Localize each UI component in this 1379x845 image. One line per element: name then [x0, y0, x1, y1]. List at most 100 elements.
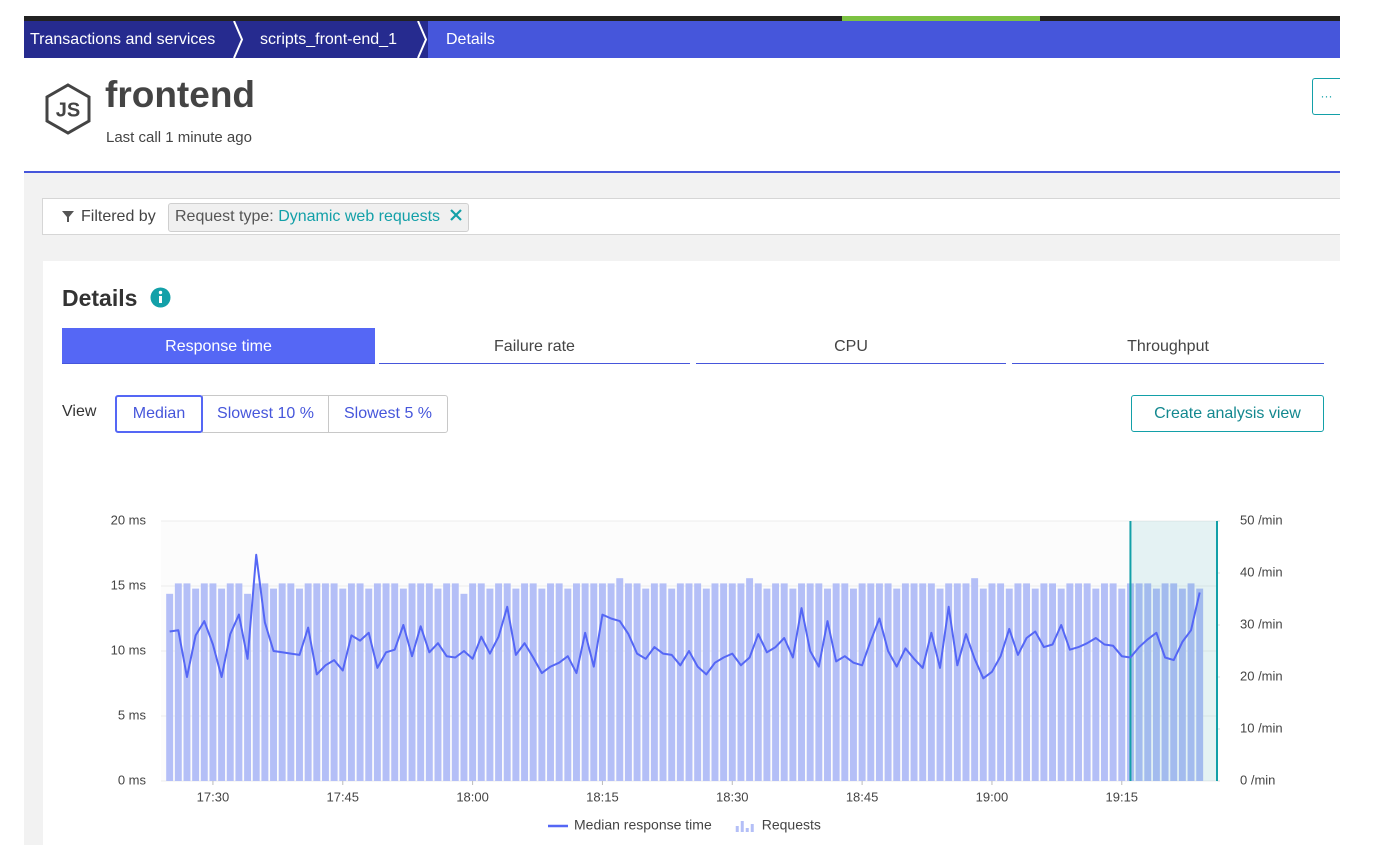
x-tick-label: 17:30 [197, 789, 230, 804]
bar [668, 588, 676, 781]
separator [417, 21, 428, 58]
y-tick-label: 15 ms [111, 577, 147, 592]
x-tick-label: 18:45 [846, 789, 879, 804]
bar [884, 583, 892, 781]
bar [971, 578, 979, 781]
page-subtitle: Last call 1 minute ago [106, 129, 252, 146]
bar [451, 583, 459, 781]
bar [330, 583, 338, 781]
view-label: View [62, 403, 97, 420]
bar [469, 583, 477, 781]
tab[interactable]: Throughput [1012, 328, 1324, 364]
bar [824, 588, 831, 781]
logo-hexagon [45, 83, 91, 135]
bar [849, 588, 857, 781]
tab[interactable]: CPU [696, 328, 1006, 364]
y2-tick-label: 20 /min [1240, 668, 1283, 683]
bar [633, 583, 641, 781]
view-option[interactable]: Slowest 5 % [328, 395, 448, 433]
x-tick-label: 18:15 [586, 789, 619, 804]
legend-swatch [735, 826, 739, 832]
bar [659, 583, 667, 781]
filter-icon [62, 211, 74, 222]
bar [486, 588, 494, 781]
bar [174, 583, 182, 781]
bar [624, 583, 632, 781]
bar [1031, 588, 1039, 781]
bar [910, 583, 918, 781]
bar [841, 583, 849, 781]
bar [512, 588, 520, 781]
bar [1057, 588, 1065, 781]
create-analysis-button[interactable]: Create analysis view [1131, 395, 1324, 432]
bar [278, 583, 286, 781]
bar [304, 583, 312, 781]
bar [997, 583, 1005, 781]
view-option[interactable]: Median [115, 395, 203, 433]
y2-tick-label: 10 /min [1240, 720, 1283, 735]
filter-label: Filtered by [81, 208, 156, 225]
filter-chip[interactable]: Request type: Dynamic web requests [168, 203, 470, 232]
info-stem [159, 296, 162, 303]
bar [1101, 583, 1108, 781]
y2-tick-label: 40 /min [1240, 564, 1283, 579]
view-option[interactable]: Slowest 10 % [202, 395, 329, 433]
bar [555, 583, 563, 781]
bar [858, 583, 866, 781]
remove-filter[interactable] [450, 209, 463, 221]
bar [746, 578, 754, 781]
bar [252, 583, 260, 781]
bar [936, 588, 944, 781]
bar [650, 583, 658, 781]
bar [408, 583, 416, 781]
separator [233, 21, 244, 58]
bar [270, 588, 277, 781]
breadcrumb[interactable]: Details [446, 31, 495, 48]
filter-value: Dynamic web requests [278, 208, 441, 225]
bar [538, 588, 546, 781]
bar [1092, 588, 1100, 781]
logo: JS [45, 83, 91, 135]
bar [988, 583, 996, 781]
bar [728, 583, 736, 781]
page-title: frontend [105, 74, 256, 115]
bar [261, 583, 269, 781]
legend-swatch [740, 821, 744, 832]
x-tick-label: 18:30 [716, 789, 749, 804]
legend-label: Median response time [574, 817, 712, 833]
bar [893, 588, 901, 781]
bar [321, 583, 329, 781]
bar [1109, 583, 1117, 781]
top-bar [24, 16, 1340, 21]
bar [495, 583, 503, 781]
bar [607, 583, 615, 781]
bar [772, 583, 780, 781]
bar [1152, 588, 1160, 781]
bar [815, 583, 823, 781]
bar [547, 583, 554, 781]
bar [953, 583, 961, 781]
line [169, 553, 1201, 680]
breadcrumb-bar: Transactions and services scripts_front-… [24, 21, 1340, 58]
tab[interactable]: Failure rate [379, 328, 690, 364]
tab[interactable]: Response time [62, 328, 375, 364]
y-tick-label: 20 ms [111, 512, 147, 527]
bar [1005, 588, 1013, 781]
breadcrumb[interactable]: scripts_front-end_1 [260, 31, 397, 48]
bar [1066, 583, 1074, 781]
bar [867, 583, 875, 781]
info-dot [158, 290, 163, 295]
bar [979, 588, 987, 781]
info-icon[interactable] [150, 287, 171, 308]
bar [356, 583, 364, 781]
bar [339, 588, 347, 781]
bar [564, 588, 572, 781]
bar [166, 593, 174, 781]
bar [1196, 588, 1204, 781]
breadcrumb[interactable]: Transactions and services [30, 31, 216, 48]
bar [425, 583, 433, 781]
menu-button[interactable]: ··· [1312, 78, 1340, 115]
bar [391, 583, 399, 781]
funnel [62, 211, 74, 222]
